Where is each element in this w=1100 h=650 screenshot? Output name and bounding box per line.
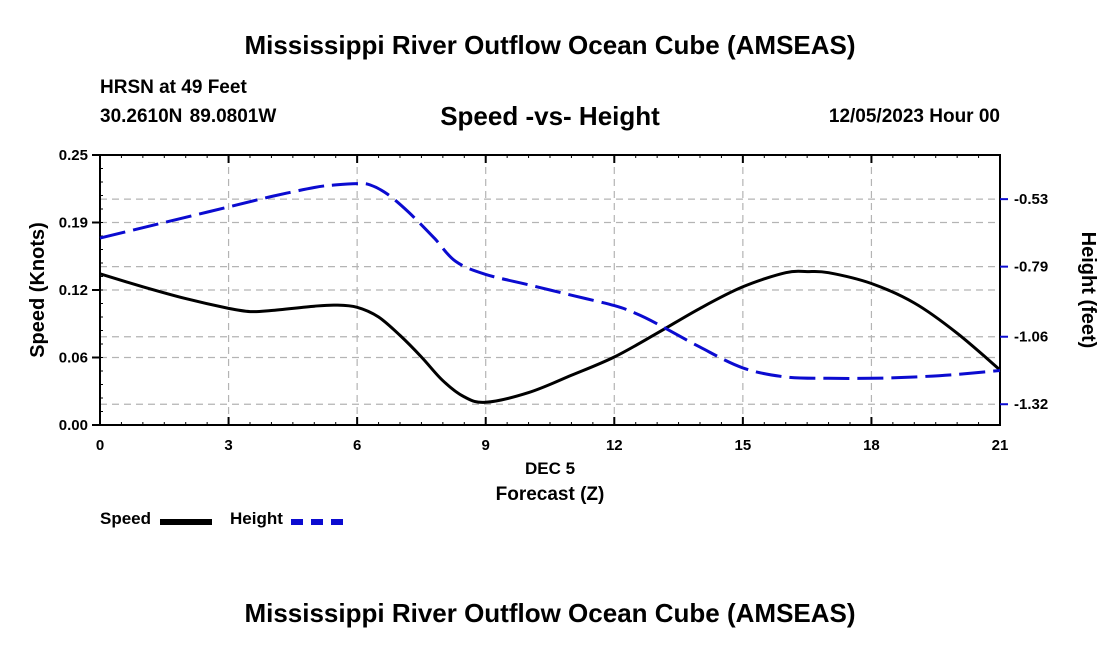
y2-tick-label: -0.53 <box>1014 191 1048 208</box>
axis-ticks <box>92 154 1008 426</box>
y2-tick-label: -1.06 <box>1014 329 1048 346</box>
axis-labels: 0 3 6 9 12 15 18 21 0.00 0.06 0.12 0.19 0.25 -0.53 -0.… <box>27 147 1099 505</box>
forecast-datetime: 12/05/2023 Hour 00 <box>828 106 1000 127</box>
y2-axis-label: Height (feet) <box>1077 232 1099 349</box>
legend-swatch-height <box>291 519 343 525</box>
x-axis-label: Forecast (Z) <box>496 484 605 505</box>
y-tick-label: 0.00 <box>59 417 88 434</box>
page-title: Mississippi River Outflow Ocean Cube (AM… <box>244 30 856 60</box>
speed-series-line <box>99 269 1001 404</box>
series-lines <box>99 182 1001 404</box>
station-label: HRSN at 49 Feet <box>100 77 247 98</box>
y2-tick-label: -0.79 <box>1014 259 1048 276</box>
y-tick-label: 0.12 <box>59 282 88 299</box>
station-coordinates: 30.2610N 89.0801W <box>100 106 277 127</box>
legend-label-speed: Speed <box>100 509 152 528</box>
x-tick-label: 0 <box>96 437 104 454</box>
legend-swatch-speed <box>160 519 212 525</box>
x-tick-label: 9 <box>482 437 490 454</box>
y2-tick-label: -1.32 <box>1014 396 1048 413</box>
x-tick-label: 6 <box>353 437 361 454</box>
legend-label-height: Height <box>230 509 283 528</box>
legend-item-height: Height <box>230 509 343 529</box>
x-tick-label: 18 <box>863 437 880 454</box>
x-tick-label: 21 <box>992 437 1009 454</box>
plot-subtitle: Speed -vs- Height <box>440 101 660 131</box>
y-tick-label: 0.25 <box>59 147 88 164</box>
x-tick-label: 3 <box>224 437 232 454</box>
x-tick-label: 15 <box>735 437 752 454</box>
height-series-line <box>99 182 1001 380</box>
x-tick-label: 12 <box>606 437 623 454</box>
footer-title: Mississippi River Outflow Ocean Cube (AM… <box>244 598 856 628</box>
y-tick-label: 0.06 <box>59 350 88 367</box>
y-axis-label: Speed (Knots) <box>27 222 49 358</box>
y-tick-label: 0.19 <box>59 215 88 232</box>
x-axis-sublabel: DEC 5 <box>525 459 575 478</box>
legend-item-speed: Speed <box>100 509 212 529</box>
grid-lines <box>100 155 1000 425</box>
